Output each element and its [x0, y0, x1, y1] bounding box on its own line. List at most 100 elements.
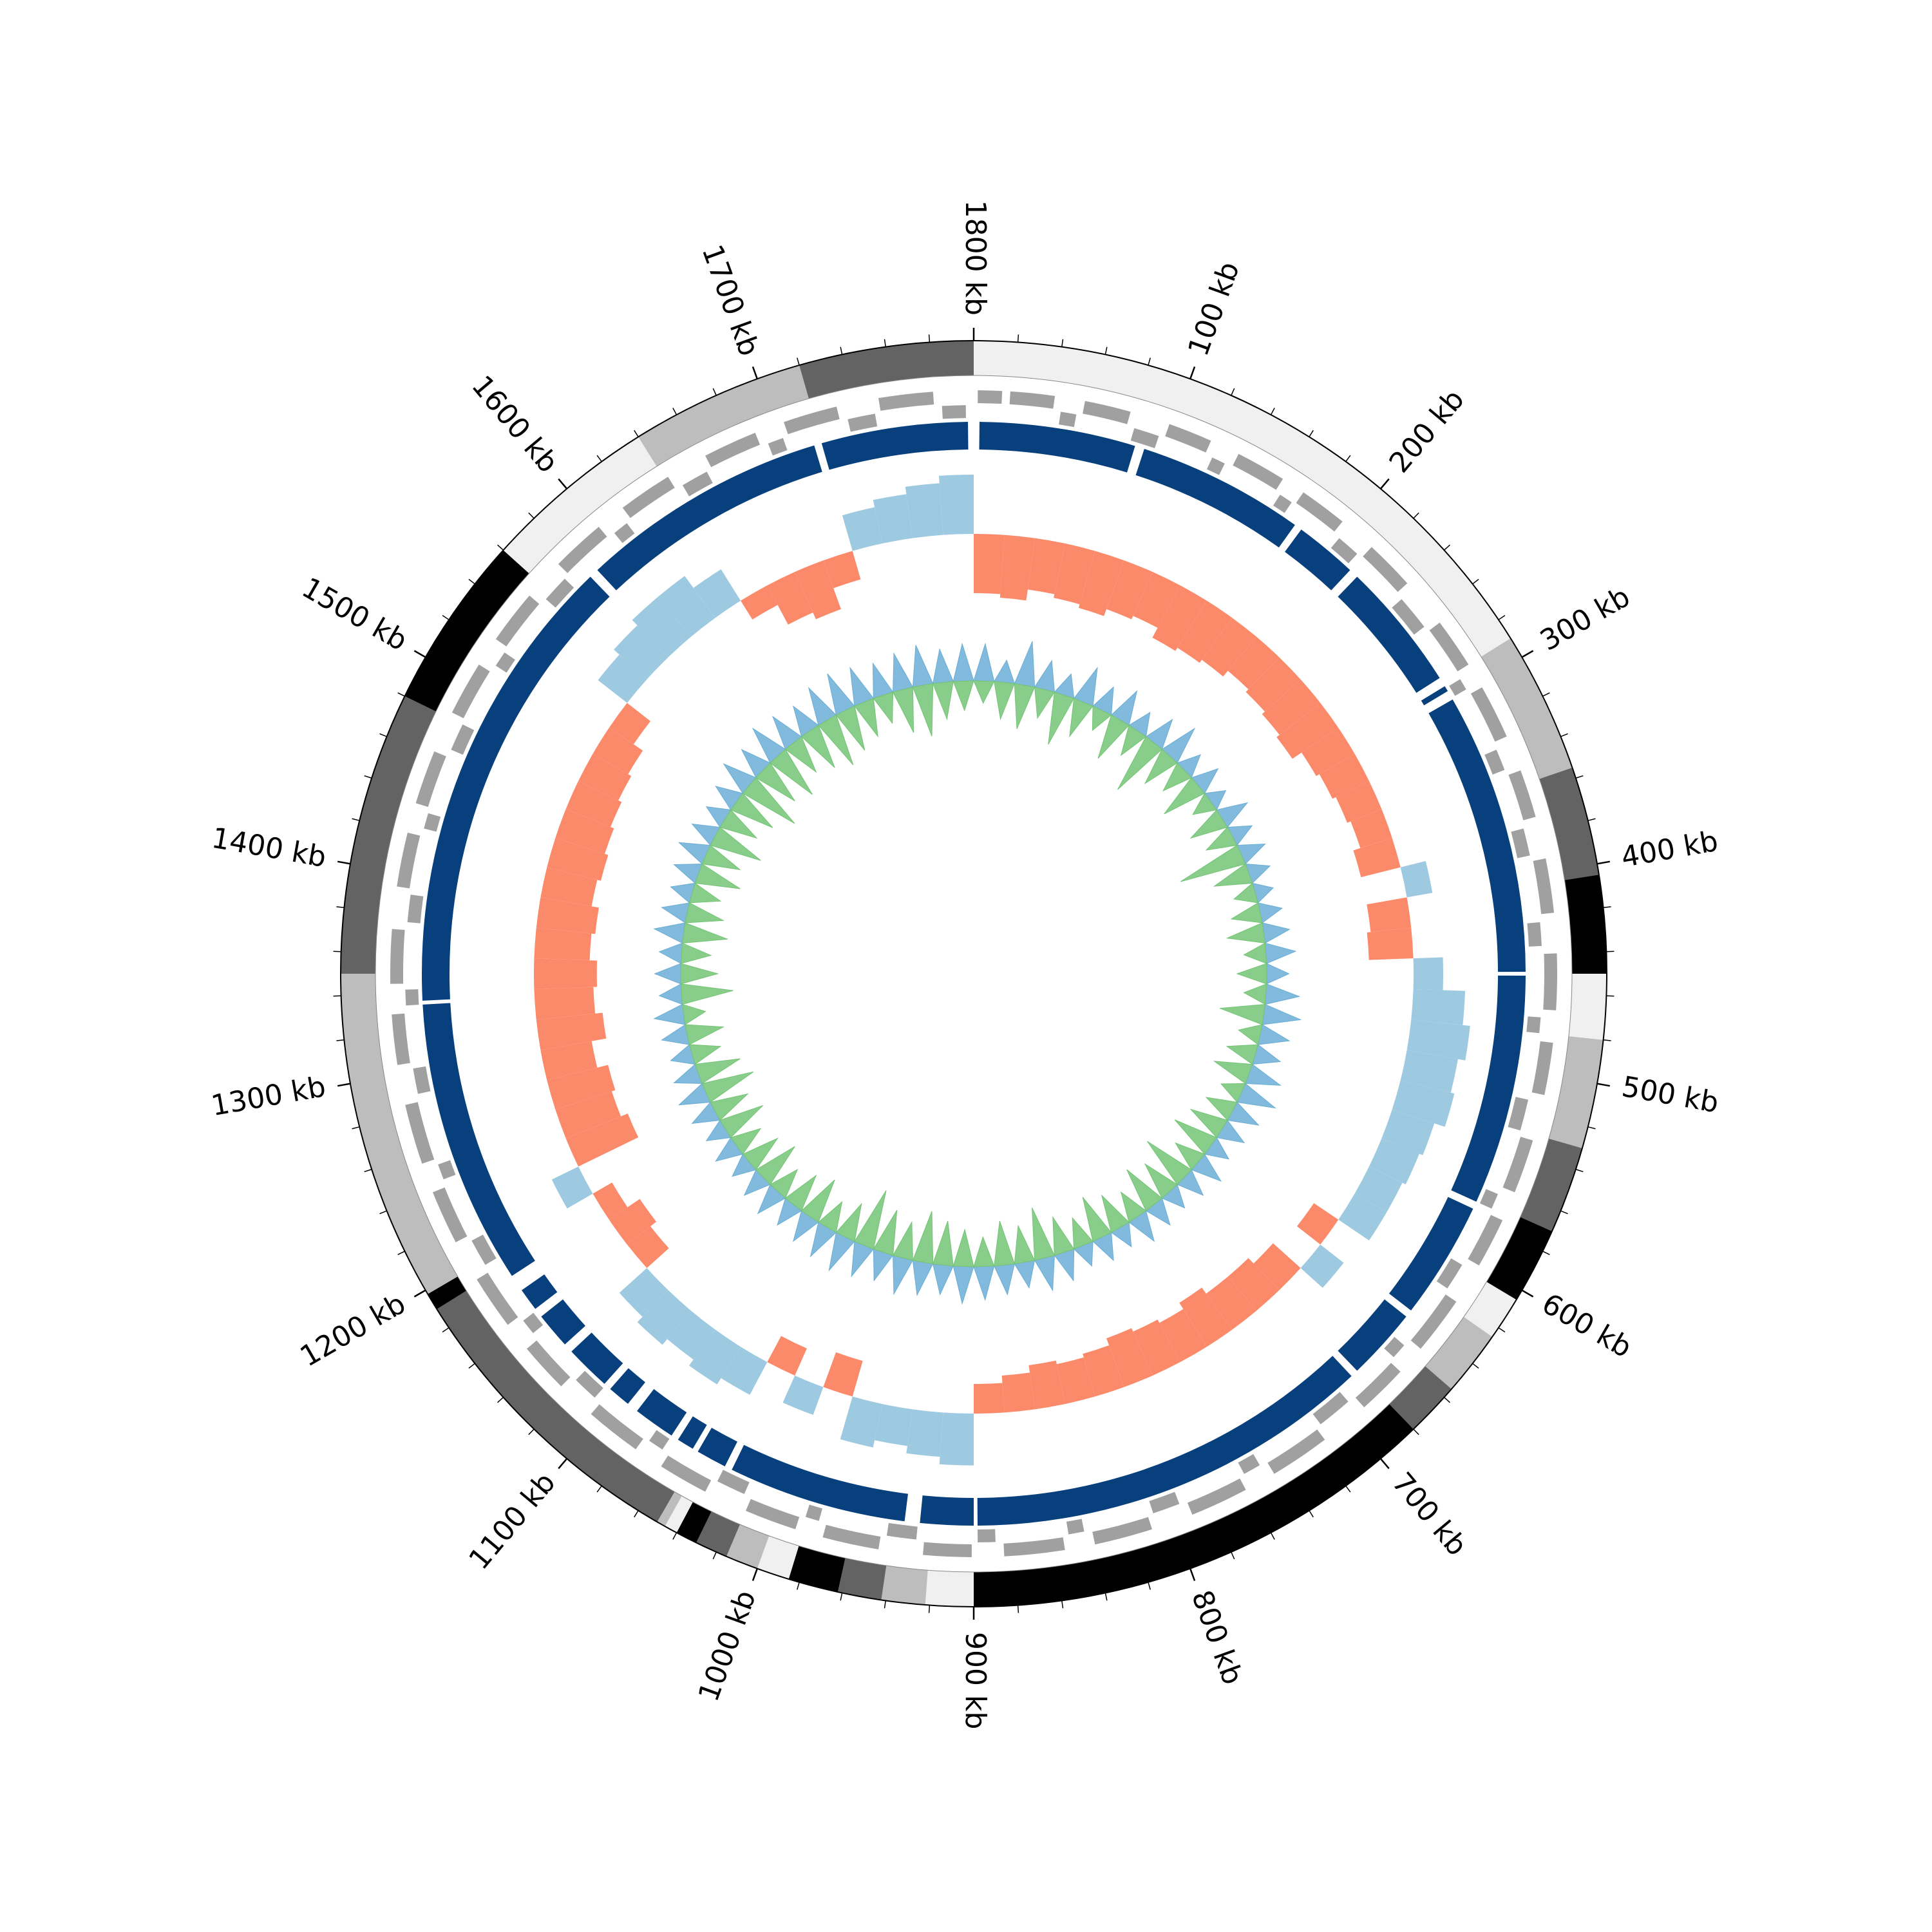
gene — [451, 664, 490, 719]
minor-tick — [1309, 1510, 1314, 1518]
inner-spike — [1226, 1044, 1259, 1065]
major-tick — [1596, 1083, 1610, 1087]
gc-skew-bin — [598, 654, 647, 703]
gene — [978, 1529, 996, 1542]
gene — [1484, 750, 1505, 775]
inner-spike — [755, 762, 795, 802]
gene — [661, 1455, 712, 1492]
band — [837, 1558, 887, 1600]
inner-spike — [653, 1003, 686, 1025]
band — [1549, 1036, 1604, 1148]
inner-spike — [1014, 1260, 1036, 1289]
inner-spike — [694, 1058, 741, 1084]
contig — [422, 1003, 535, 1276]
major-tick — [1596, 860, 1610, 865]
contig — [1388, 1197, 1473, 1311]
minor-tick — [712, 388, 717, 396]
inner-spike — [1220, 1004, 1266, 1025]
gene — [1238, 1454, 1260, 1474]
gene — [1355, 1363, 1401, 1408]
inner-spike — [1120, 1191, 1147, 1223]
inner-spike — [1243, 942, 1267, 964]
inner-spike — [680, 963, 719, 985]
gc-skew-bin — [592, 728, 643, 775]
gc-skew-bin — [534, 987, 596, 1020]
gc-skew-bin — [609, 703, 651, 744]
gene — [1511, 828, 1530, 858]
gc-skew-bin — [1336, 781, 1382, 823]
inner-spike — [680, 942, 712, 964]
inner-spike — [1097, 714, 1130, 759]
gc-skew-bin — [823, 1352, 863, 1397]
gene — [1410, 1294, 1457, 1349]
minor-tick — [840, 1593, 843, 1601]
gc-skew-bin — [1179, 1287, 1233, 1347]
gc-skew-bin — [842, 507, 882, 551]
band — [341, 974, 458, 1294]
minor-tick — [379, 1210, 387, 1215]
minor-tick — [1603, 1039, 1611, 1041]
gc-skew-bin — [1152, 585, 1207, 651]
gene — [1206, 457, 1225, 475]
inner-spike — [1174, 1119, 1217, 1155]
contig — [920, 1495, 974, 1526]
gc-skew-bin — [1227, 636, 1280, 690]
tick-label: 1000 kb — [692, 1586, 762, 1706]
gene — [1363, 547, 1408, 592]
gc-skew-bin — [551, 1166, 593, 1209]
gene — [1449, 679, 1466, 696]
band — [1539, 767, 1599, 880]
minor-tick — [352, 818, 360, 821]
inner-spike — [1014, 641, 1036, 688]
gc-skew-bin — [1276, 703, 1339, 759]
gene — [545, 578, 574, 608]
minor-tick — [1231, 1551, 1235, 1560]
inner-spike — [770, 1168, 799, 1199]
inner-spike — [1101, 1194, 1130, 1233]
band — [1463, 1282, 1517, 1337]
inner-spike — [873, 1209, 898, 1256]
gc-skew-bin — [741, 585, 778, 620]
contig — [1135, 448, 1295, 548]
inner-spike — [1126, 1169, 1163, 1211]
minor-tick — [528, 512, 535, 519]
inner-spike — [719, 1105, 764, 1139]
inner-spike — [1048, 691, 1075, 745]
inner-spike — [755, 1146, 795, 1186]
gc-skew-bin — [767, 1336, 807, 1376]
inner-spike — [1117, 736, 1163, 790]
minor-tick — [397, 692, 405, 697]
band — [726, 1524, 770, 1569]
band — [657, 1492, 682, 1527]
band — [437, 1291, 675, 1522]
gene — [471, 1235, 497, 1265]
gene — [477, 1273, 518, 1325]
band — [974, 1404, 1414, 1607]
gene — [1533, 858, 1555, 914]
contig — [1338, 1299, 1406, 1371]
contig — [821, 422, 969, 470]
minor-tick — [364, 1169, 372, 1173]
gene — [942, 405, 966, 419]
gc-skew-bin — [1159, 1309, 1207, 1363]
minor-tick — [468, 1363, 475, 1369]
gene — [390, 929, 405, 984]
inner-spike — [742, 777, 795, 824]
minor-tick — [712, 1551, 717, 1560]
inner-spike — [661, 1024, 690, 1045]
band — [665, 1495, 693, 1533]
gene — [1267, 1429, 1325, 1474]
gc-skew-bin — [578, 753, 632, 800]
inner-spike — [1266, 963, 1290, 985]
gc-skew-bin — [1262, 679, 1321, 735]
band — [757, 1535, 799, 1580]
inner-spike — [854, 697, 878, 738]
inner-spike — [1233, 882, 1259, 904]
band — [799, 341, 974, 399]
minor-tick — [1560, 733, 1568, 737]
gc-skew-bin — [547, 837, 609, 881]
band — [676, 1502, 712, 1543]
contig — [571, 1332, 623, 1384]
inner-spike — [993, 1263, 1015, 1296]
gc-skew-bin — [540, 867, 598, 907]
